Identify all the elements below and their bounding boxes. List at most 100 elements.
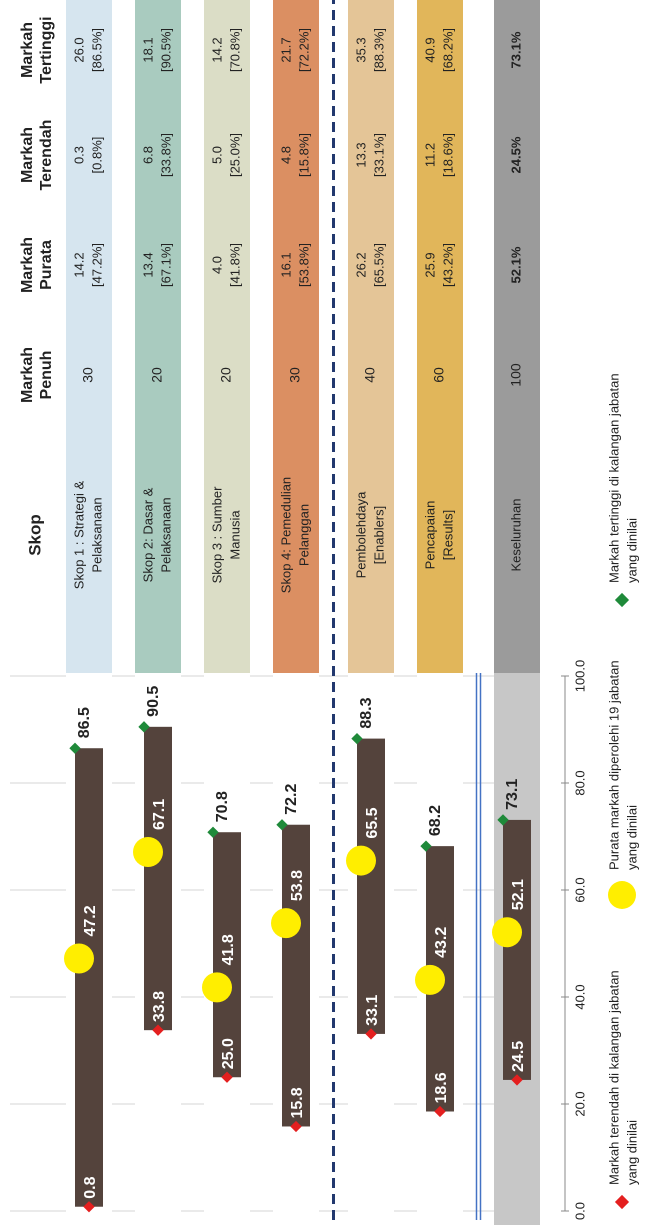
table-header: Penuh [38, 351, 55, 400]
table-header: Markah [19, 127, 36, 183]
legend-low-marker [614, 1194, 630, 1210]
legend-high-text: Markah tertinggi di kalangan jabatan [606, 373, 621, 583]
high-marker [420, 840, 432, 852]
low-mark: 4.8 [278, 146, 293, 164]
low-mark: 6.8 [140, 146, 155, 164]
high-mark: 40.9 [422, 37, 437, 62]
avg-dot [64, 943, 94, 974]
row-label: [Results] [440, 510, 455, 561]
avg-label: 65.5 [364, 807, 381, 838]
avg-mark: 4.0 [209, 256, 224, 274]
table-header: Terendah [38, 120, 55, 191]
full-mark: 20 [218, 367, 234, 383]
legend-avg-dot [608, 881, 636, 909]
high-pct: [88.3%] [371, 28, 386, 72]
high-mark: 73.1% [508, 31, 523, 68]
high-mark: 18.1 [140, 37, 155, 62]
x-tick-label: 40.0 [572, 984, 587, 1009]
full-mark: 30 [80, 367, 96, 383]
x-tick-label: 60.0 [572, 877, 587, 902]
legend-low-text: Markah terendah di kalangan jabatan [606, 970, 621, 1185]
min-label: 18.6 [433, 1072, 450, 1103]
high-mark: 26.0 [71, 37, 86, 62]
low-mark: 13.3 [353, 142, 368, 167]
range-bar [144, 726, 172, 1031]
avg-mark: 26.2 [353, 252, 368, 277]
range-bar [213, 832, 241, 1078]
range-bar [282, 824, 310, 1127]
max-label: 88.3 [358, 697, 375, 728]
high-mark: 21.7 [278, 37, 293, 62]
max-label: 72.2 [283, 783, 300, 814]
row-label: Pelanggan [296, 504, 311, 566]
low-pct: [15.8%] [296, 133, 311, 177]
range-bar [357, 738, 385, 1034]
high-marker [207, 826, 219, 838]
avg-mark: 16.1 [278, 252, 293, 277]
row-label: Skop 1 : Strategi & [71, 480, 86, 589]
table-header: Markah [19, 22, 36, 78]
high-pct: [70.8%] [227, 28, 242, 72]
full-mark: 40 [362, 367, 378, 383]
max-label: 73.1 [504, 779, 521, 810]
avg-mark: 14.2 [71, 252, 86, 277]
row-label: Skop 3 : Sumber [209, 486, 224, 583]
avg-pct: [53.8%] [296, 243, 311, 287]
range-bar [503, 819, 531, 1080]
avg-dot [346, 845, 376, 876]
table-header: Markah [19, 347, 36, 403]
avg-dot [492, 917, 522, 948]
high-marker [351, 732, 363, 745]
min-label: 0.8 [82, 1176, 99, 1198]
high-marker [497, 814, 509, 826]
avg-dot [415, 964, 445, 995]
full-mark: 20 [149, 367, 165, 383]
low-pct: [33.1%] [371, 133, 386, 177]
full-mark: 60 [431, 367, 447, 383]
legend-high-text: yang dinilai [624, 518, 639, 583]
high-pct: [72.2%] [296, 28, 311, 72]
row-label: Manusia [227, 510, 242, 560]
full-mark: 30 [287, 367, 303, 383]
avg-pct: [67.1%] [158, 243, 173, 287]
row-label: Skop 2: Dasar & [140, 487, 155, 582]
avg-pct: [47.2%] [89, 243, 104, 287]
x-tick-label: 20.0 [572, 1091, 587, 1116]
high-pct: [90.5%] [158, 28, 173, 72]
avg-pct: [65.5%] [371, 243, 386, 287]
avg-pct: [43.2%] [440, 243, 455, 287]
low-marker [221, 1071, 233, 1083]
max-label: 70.8 [214, 791, 231, 822]
avg-label: 41.8 [220, 934, 237, 965]
min-label: 33.1 [364, 995, 381, 1026]
low-pct: [33.8%] [158, 133, 173, 177]
row-label: Pencapaian [422, 501, 437, 570]
table-header: Tertinggi [38, 16, 55, 83]
full-mark: 100 [508, 363, 524, 387]
min-label: 15.8 [289, 1087, 306, 1118]
row-label: Keseluruhan [508, 499, 523, 572]
row-label: Pembolehdaya [353, 491, 368, 578]
row-label: Pelaksanaan [89, 497, 104, 572]
avg-mark: 25.9 [422, 252, 437, 277]
avg-label: 53.8 [289, 870, 306, 901]
low-mark: 11.2 [422, 143, 437, 167]
low-mark: 0.3 [71, 146, 86, 164]
avg-label: 43.2 [433, 927, 450, 958]
high-marker [138, 721, 150, 733]
legend-avg-text: Purata markah diperolehi 19 jabatan [606, 660, 621, 870]
avg-mark: 13.4 [140, 252, 155, 277]
max-label: 68.2 [427, 805, 444, 836]
high-marker [276, 819, 288, 831]
low-pct: [18.6%] [440, 133, 455, 177]
range-bar [75, 748, 103, 1207]
row-label: [Enablers] [371, 506, 386, 565]
x-tick-label: 0.0 [572, 1202, 587, 1220]
table-header: Markah [19, 237, 36, 293]
x-tick-label: 100.0 [572, 660, 587, 693]
high-mark: 14.2 [209, 37, 224, 62]
low-mark: 24.5% [508, 136, 523, 173]
